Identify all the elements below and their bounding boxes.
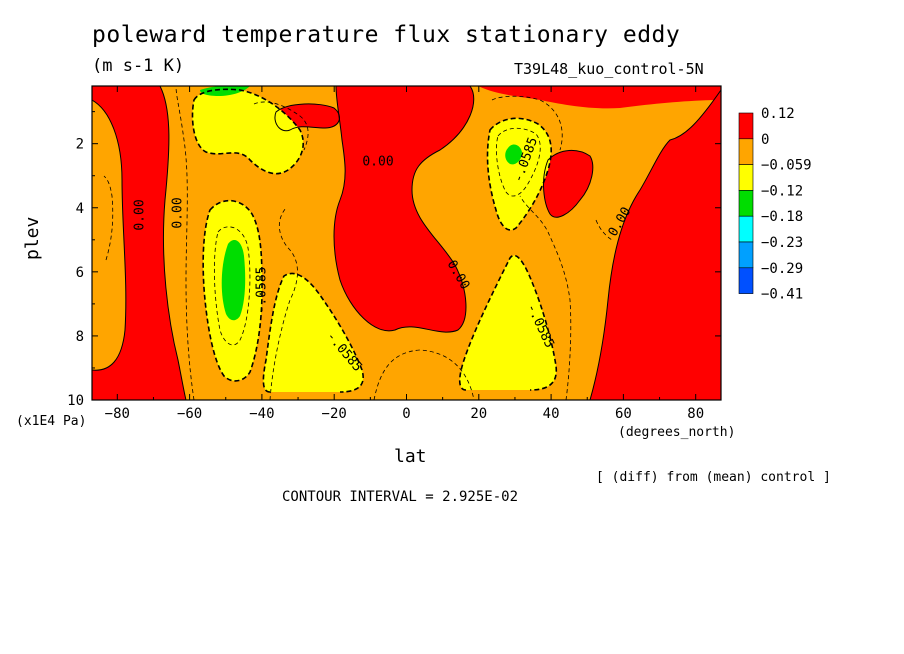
contour-zero-small-top [274, 103, 340, 132]
x-tick-label: −60 [177, 406, 202, 422]
contour-thin-left-3 [269, 207, 298, 400]
y-axis-units: (x1E4 Pa) [16, 414, 87, 429]
contour-neg-se [458, 254, 558, 391]
x-tick-label: −40 [249, 406, 274, 422]
fill-yellow-sw-triangle [263, 273, 364, 392]
contour-fills [92, 86, 721, 400]
fill-yellow-top-left [192, 89, 304, 174]
contour-neg-sw [262, 272, 364, 393]
legend-swatch [738, 164, 754, 191]
contour-inner-left-lobe [213, 226, 251, 346]
x-axis-label: lat [394, 446, 427, 467]
legend-swatch [738, 267, 754, 294]
x-tick-label: 0 [402, 406, 410, 422]
fill-yellow-se-triangle [459, 255, 557, 390]
diff-note: [ (diff) from (mean) control ] [596, 470, 831, 485]
x-axis-units: (degrees_north) [618, 425, 736, 440]
contour-zero-center [333, 86, 475, 333]
y-tick-label: 2 [76, 137, 84, 153]
contour-lines [92, 86, 721, 400]
fill-red-ne-blob [543, 150, 593, 218]
fill-green-left [221, 240, 246, 321]
contour-thin-right-2 [491, 95, 563, 151]
contour-thin-right-1 [519, 195, 572, 400]
legend-label: 0.12 [761, 106, 795, 122]
x-tick-label: −20 [322, 406, 347, 422]
y-tick-label: 10 [67, 393, 84, 409]
y-tick-label: 4 [76, 201, 84, 217]
legend-label: −0.059 [761, 158, 812, 174]
chart-units: (m s-1 K) [92, 56, 185, 76]
contour-thin-far-right [595, 219, 613, 241]
x-tick-label: −80 [105, 406, 130, 422]
run-label: T39L48_kuo_control-5N [514, 60, 704, 78]
y-tick-label: 8 [76, 329, 84, 345]
contour-interval: CONTOUR INTERVAL = 2.925E-02 [282, 489, 519, 505]
fill-red-north-pole [590, 90, 721, 400]
x-tick-label: 80 [687, 406, 704, 422]
contour-thin-left-1 [175, 86, 195, 400]
legend-swatch [738, 215, 754, 243]
fill-green-ne [505, 144, 522, 165]
fill-green-top-edge [200, 86, 250, 96]
x-tick-label: 40 [543, 406, 560, 422]
fill-yellow-ne-lobe [487, 118, 552, 230]
x-axis-ticks: −80 −60 −40 −20 0 20 40 60 80 [105, 86, 704, 422]
contour-thin-top-left [253, 101, 309, 151]
contour-zero-right [589, 89, 721, 400]
contour-neg-top-left [191, 88, 304, 175]
contour-neg-left-lobe [202, 199, 263, 382]
fill-red-south-pole [92, 86, 186, 400]
contour-zero-ne-blob [543, 150, 594, 218]
x-tick-label: 20 [470, 406, 487, 422]
contour-label: -.0585 [255, 267, 270, 314]
legend-swatch [738, 190, 754, 217]
color-legend: 0.12 0 −0.059 −0.12 −0.18 −0.23 −0.29 −0.41 [738, 106, 812, 303]
legend-label: −0.29 [761, 261, 803, 277]
y-axis-ticks: 2 4 6 8 10 [67, 111, 721, 409]
fill-red-top-right [478, 86, 721, 109]
contour-neg-ne [486, 117, 552, 231]
legend-swatch [738, 138, 754, 165]
legend-swatch [738, 112, 754, 140]
contour-label: 0.00 [171, 197, 186, 228]
x-tick-label: 60 [615, 406, 632, 422]
legend-label: −0.18 [761, 209, 803, 225]
contour-inner-ne [496, 127, 541, 197]
contour-thin-left-2 [103, 175, 114, 261]
legend-label: −0.12 [761, 183, 803, 199]
contour-label: 0.00 [133, 199, 148, 230]
legend-swatch [738, 241, 754, 269]
contour-zero-left [159, 86, 187, 400]
legend-label: 0 [761, 132, 769, 148]
fill-red-center [334, 86, 474, 333]
contour-zero-left-edge [92, 99, 127, 371]
contour-label: 0.00 [362, 155, 393, 170]
chart-title: poleward temperature flux stationary edd… [92, 22, 681, 48]
y-tick-label: 6 [76, 265, 84, 281]
legend-label: −0.41 [761, 287, 803, 303]
legend-label: −0.23 [761, 235, 803, 251]
